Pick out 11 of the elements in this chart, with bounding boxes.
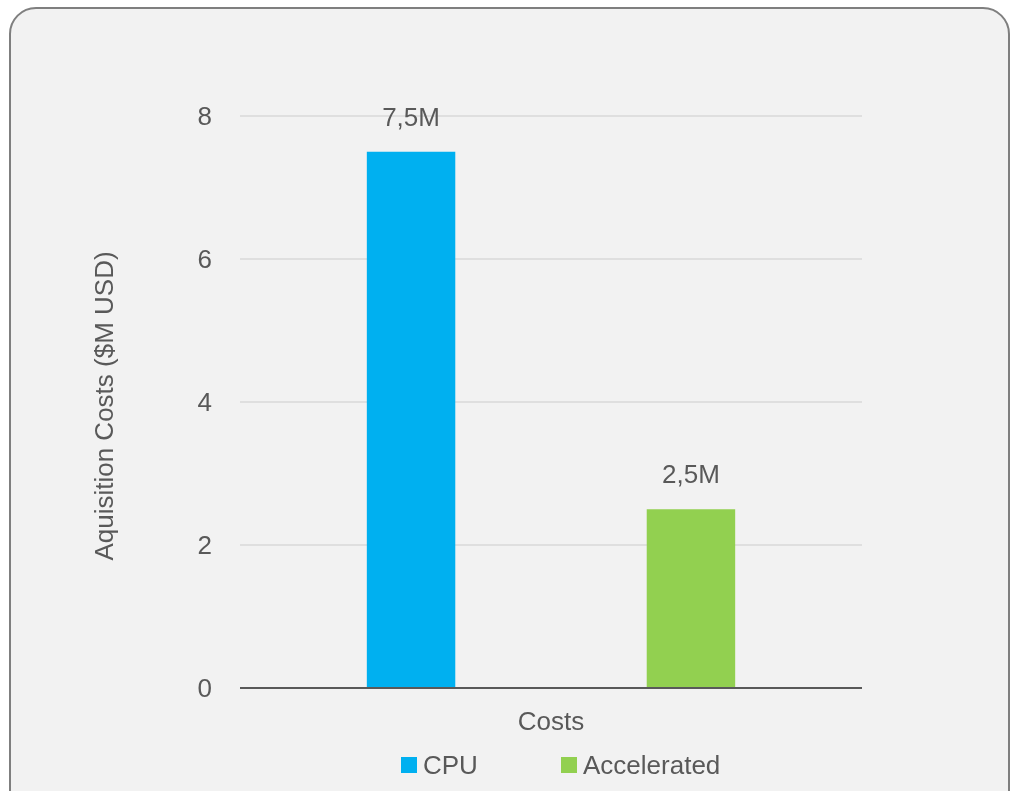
y-tick-label: 8: [197, 101, 212, 132]
y-tick-label: 4: [197, 387, 212, 418]
y-tick-label: 2: [197, 530, 212, 561]
x-tick-label: Costs: [517, 706, 585, 736]
legend-label: CPU: [423, 750, 478, 781]
data-label: 7,5M: [382, 101, 440, 132]
y-tick-label: 0: [197, 673, 212, 704]
y-tick-label: 6: [197, 244, 212, 275]
y-axis-title: Aquisition Costs ($M USD): [89, 251, 119, 561]
data-label: 2,5M: [662, 459, 720, 490]
legend-label: Accelerated: [583, 750, 721, 781]
